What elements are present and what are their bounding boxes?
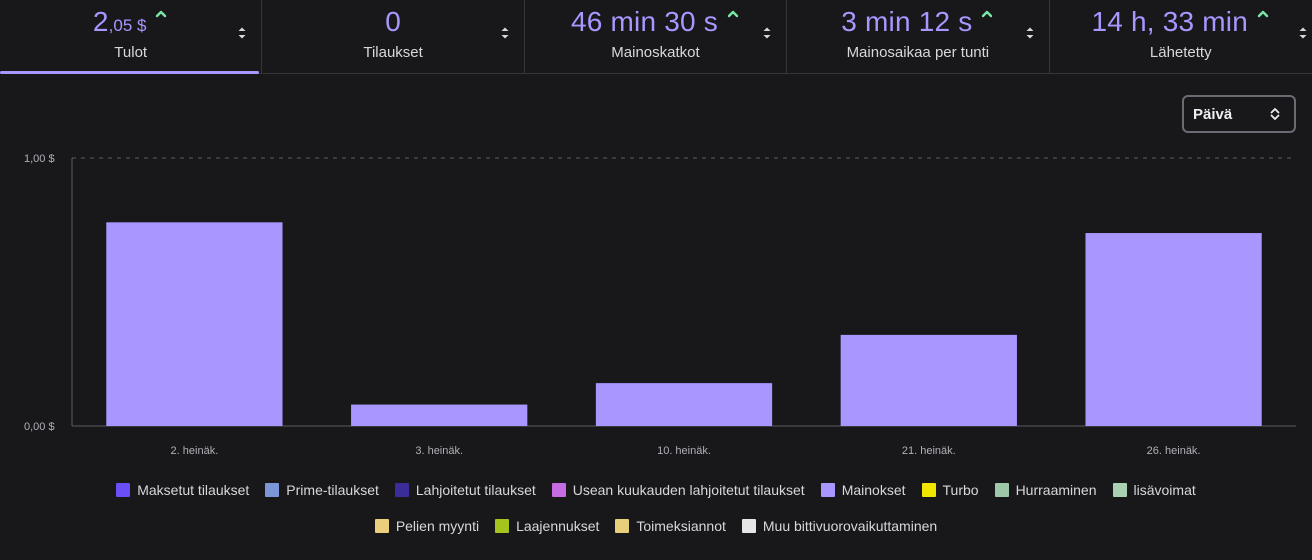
sort-icon[interactable] <box>762 25 772 41</box>
legend-item[interactable]: Mainokset <box>820 478 906 502</box>
legend-label: Pelien myynti <box>395 518 480 534</box>
legend-swatch <box>116 483 131 497</box>
tab-value-row: 2,05 $ <box>0 6 261 43</box>
tab-time-streamed[interactable]: 14 h, 33 min Lähetetty <box>1050 0 1312 73</box>
legend-swatch <box>394 483 409 497</box>
legend-label: Toimeksiannot <box>636 518 726 534</box>
legend-item[interactable]: Prime-tilaukset <box>265 478 379 502</box>
tab-value: 0 <box>385 6 401 37</box>
legend-label: Maksetut tilaukset <box>137 482 250 498</box>
legend-swatch <box>921 483 936 497</box>
tab-revenue[interactable]: 2,05 $ Tulot <box>0 0 263 74</box>
bar <box>840 334 1017 426</box>
legend-label: Laajennukset <box>516 518 600 534</box>
x-tick-label: 21. heinäk. <box>902 445 956 457</box>
legend-item[interactable]: Muu bittivuorovaikuttaminen <box>741 514 938 538</box>
tab-value: 3 min 12 s <box>841 6 973 37</box>
tab-ad-breaks[interactable]: 46 min 30 s Mainoskatkot <box>525 0 788 73</box>
sort-icon[interactable] <box>237 25 247 41</box>
bar <box>351 404 528 426</box>
legend-label: Prime-tilaukset <box>286 482 379 498</box>
y-tick-label: 1,00 $ <box>24 153 55 165</box>
legend-label: Muu bittivuorovaikuttaminen <box>762 518 938 534</box>
legend-item[interactable]: Toimeksiannot <box>615 514 726 538</box>
bar <box>595 383 773 426</box>
trend-up-icon <box>1257 10 1269 18</box>
legend-label: Mainokset <box>841 482 906 498</box>
legend-swatch <box>994 483 1009 497</box>
legend-item[interactable]: Hurraaminen <box>994 478 1097 502</box>
x-tick-label: 2. heinäk. <box>171 445 219 457</box>
legend-item[interactable]: Maksetut tilaukset <box>116 478 249 502</box>
tab-value-fraction: ,05 $ <box>108 16 147 35</box>
period-select[interactable]: Päivä <box>1182 95 1296 133</box>
legend-label: Turbo <box>942 482 979 498</box>
tab-value: 14 h, 33 min <box>1091 6 1248 37</box>
tab-value: 2 <box>92 6 109 37</box>
legend-label: Usean kuukauden lahjoitetut tilaukset <box>572 482 805 498</box>
legend-row: Maksetut tilaukset Prime-tilaukset Lahjoit… <box>0 478 1312 502</box>
tab-label: Mainoskatkot <box>611 44 700 61</box>
legend-swatch <box>551 483 566 497</box>
legend-label: Hurraaminen <box>1015 482 1097 498</box>
legend-item[interactable]: Turbo <box>921 478 979 502</box>
tab-label: Lähetetty <box>1149 44 1212 61</box>
x-tick-label: 3. heinäk. <box>415 445 463 457</box>
legend-swatch <box>820 483 835 497</box>
chevron-up-down-icon <box>1270 108 1280 120</box>
y-tick-label: 0,00 $ <box>24 421 55 433</box>
legend-item[interactable]: Laajennukset <box>495 514 599 538</box>
sort-icon[interactable] <box>1025 25 1035 41</box>
tab-value-row: 0 <box>262 6 523 43</box>
legend-swatch <box>265 483 280 497</box>
x-tick-label: 10. heinäk. <box>657 445 711 457</box>
legend-item[interactable]: Lahjoitetut tilaukset <box>394 478 536 502</box>
legend-item[interactable]: Usean kuukauden lahjoitetut tilaukset <box>551 478 805 502</box>
tab-value-row: 46 min 30 s <box>525 6 786 43</box>
legend-swatch <box>495 519 510 533</box>
tab-value-row: 14 h, 33 min <box>1050 6 1312 43</box>
bar <box>106 222 283 426</box>
tab-label: Tilaukset <box>363 44 423 61</box>
tab-subscriptions[interactable]: 0 Tilaukset <box>262 0 525 73</box>
legend-swatch <box>1112 483 1127 497</box>
legend-item[interactable]: Pelien myynti <box>374 514 480 538</box>
legend-item[interactable]: lisävoimat <box>1112 478 1196 502</box>
legend-label: lisävoimat <box>1133 482 1196 498</box>
legend-swatch <box>741 519 756 533</box>
tab-value-row: 3 min 12 s <box>787 6 1048 43</box>
legend-label: Lahjoitetut tilaukset <box>415 482 536 498</box>
tab-label: Mainosaikaa per tunti <box>846 44 990 61</box>
period-select-value: Päivä <box>1193 106 1233 123</box>
bar <box>1085 233 1262 426</box>
trend-up-icon <box>727 10 739 18</box>
tab-label: Tulot <box>114 44 148 61</box>
metric-tabs: 2,05 $ Tulot 0 Tilaukset 46 min 30 s Mai… <box>0 0 1312 74</box>
sort-icon[interactable] <box>1298 25 1308 41</box>
legend-row: Pelien myynti Laajennukset Toimeksiannot Mu… <box>0 514 1312 538</box>
legend-swatch <box>615 519 630 533</box>
x-tick-label: 26. heinäk. <box>1147 445 1201 457</box>
tab-value: 46 min 30 s <box>571 6 718 37</box>
revenue-bar-chart: 0,00 $ 1,00 $ 2. heinäk. 3. heinäk. 10. hein… <box>24 153 1296 457</box>
legend-swatch <box>374 519 389 533</box>
trend-up-icon <box>982 10 993 18</box>
sort-icon[interactable] <box>500 25 510 41</box>
tab-ad-time-per-hour[interactable]: 3 min 12 s Mainosaikaa per tunti <box>787 0 1050 73</box>
trend-up-icon <box>156 10 167 18</box>
chart-legend: Maksetut tilaukset Prime-tilaukset Lahjoit… <box>0 478 1312 538</box>
